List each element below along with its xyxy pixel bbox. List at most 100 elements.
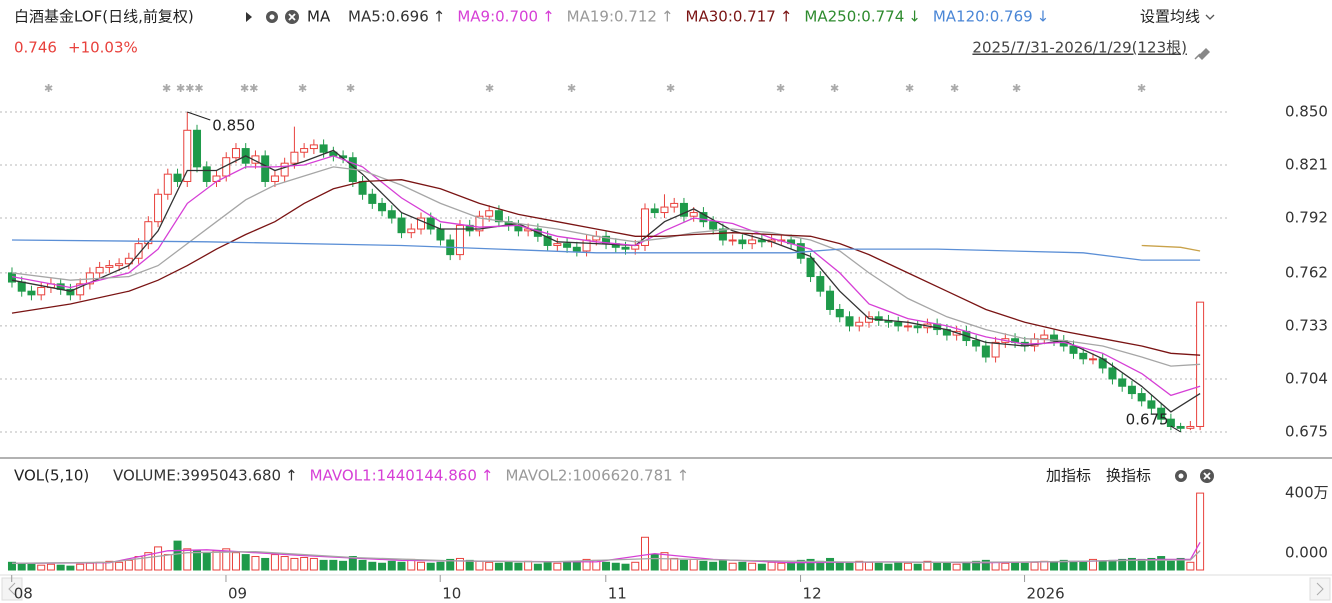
x-tick-label: 2026 [1027, 585, 1065, 603]
volume-bar [1020, 562, 1029, 571]
candle-body [679, 202, 688, 217]
volume-bar [514, 562, 523, 571]
x-tick-label: 12 [803, 585, 822, 603]
volume-bar [154, 546, 163, 571]
candle-body [66, 288, 75, 296]
volume-bar [611, 562, 620, 571]
dropdown-icon[interactable] [1205, 14, 1215, 20]
svg-text:✱: ✱ [666, 82, 675, 95]
svg-text:✱: ✱ [776, 82, 785, 95]
annotation-arrow [187, 111, 211, 121]
svg-text:✱✱: ✱✱ [240, 82, 258, 95]
candle-body [309, 144, 318, 150]
candle-body [193, 129, 202, 168]
volume-bar [280, 556, 289, 571]
candle-body [826, 290, 835, 310]
y-tick-label: 0.000 [1285, 544, 1328, 562]
volume-bar [533, 563, 542, 571]
pin-icon[interactable] [1194, 48, 1210, 60]
close-icon[interactable] [285, 10, 299, 24]
x-tick-label: 10 [442, 585, 461, 603]
volume-bar [475, 560, 484, 571]
candle-body [436, 228, 445, 241]
last-price: 0.746 [14, 39, 57, 57]
volume-bar [874, 562, 883, 571]
play-icon[interactable] [246, 12, 252, 22]
switch-indicator[interactable]: 换指标 [1106, 467, 1151, 485]
volume-bar [56, 564, 65, 571]
volume-bar [368, 561, 377, 571]
volume-bar [193, 550, 202, 571]
volume-bar [465, 559, 474, 571]
volume-bar [777, 562, 786, 571]
candle-body [913, 325, 922, 329]
volume-bar [845, 562, 854, 571]
volume-bar [261, 557, 270, 571]
candle-body [1118, 378, 1127, 387]
candle-body [280, 162, 289, 177]
vol-close-icon[interactable] [1200, 469, 1214, 483]
candle-body [1069, 345, 1078, 354]
volume-bar [942, 562, 951, 571]
indicator-arrow: ↑ [677, 467, 690, 485]
volume-bar [163, 554, 172, 571]
indicator-arrow: ↑ [780, 8, 793, 26]
volume-bar [17, 562, 26, 571]
candle-body [728, 239, 737, 242]
annotation-label: 0.675 [1126, 410, 1169, 428]
candle-body [368, 193, 377, 204]
volume-bar [913, 563, 922, 571]
candle-body [319, 144, 328, 153]
candle-body [261, 155, 270, 182]
candle-body [1157, 407, 1166, 420]
volume-bar [504, 561, 513, 571]
add-indicator[interactable]: 加指标 [1046, 467, 1091, 485]
candle-body [563, 243, 572, 248]
candle-body [76, 283, 85, 296]
volume-bar [884, 563, 893, 571]
indicator-arrow: ↓ [1037, 8, 1050, 26]
candle-body [163, 173, 172, 195]
candle-body [1108, 367, 1117, 380]
y-tick-label: 0.792 [1285, 209, 1328, 227]
volume-bar [455, 557, 464, 571]
svg-text:✱: ✱ [950, 82, 959, 95]
scroll-right[interactable] [1309, 577, 1331, 601]
volume-bar [251, 556, 260, 571]
volume-bar [621, 563, 630, 571]
svg-text:✱: ✱ [44, 82, 53, 95]
volume-bar [728, 562, 737, 571]
candle-body [845, 316, 854, 327]
volume-bar [864, 561, 873, 571]
ma-settings[interactable]: 设置均线 [1140, 8, 1200, 26]
volume-bar [1001, 562, 1010, 571]
candle-body [1079, 352, 1088, 360]
candle-body [27, 290, 36, 296]
volume-bar [1196, 492, 1205, 571]
candle-body [17, 281, 26, 292]
volume-bar [631, 561, 640, 571]
volume-bar [1011, 561, 1020, 571]
candle-body [816, 276, 825, 292]
candle-body [154, 193, 163, 223]
candle-body [115, 263, 124, 267]
volume-bar [37, 564, 46, 571]
candle-body [689, 212, 698, 217]
volume-bar [348, 556, 357, 571]
settings-icon[interactable] [266, 11, 278, 23]
volume-bar [689, 558, 698, 571]
date-range[interactable]: 2025/7/31-2026/1/29(123根) [972, 39, 1187, 57]
ma-line [11, 166, 1201, 367]
y-tick-label: 0.675 [1285, 422, 1328, 440]
indicator-arrow: ↑ [433, 8, 446, 26]
volume-bar [1098, 560, 1107, 571]
volume-bar [1127, 557, 1136, 571]
event-markers: ✱ ✱ ✱✱✱ ✱✱ ✱ ✱ ✱ ✱ ✱ ✱ ✱ ✱ ✱ ✱ ✱ [44, 82, 1146, 95]
volume-bar [95, 561, 104, 571]
candle-body [1040, 334, 1049, 340]
volume-bar [494, 562, 503, 571]
ma-label: MA [307, 8, 331, 26]
candle-body [202, 166, 211, 182]
vol-settings-icon[interactable] [1175, 470, 1187, 482]
candle-body [37, 287, 46, 296]
